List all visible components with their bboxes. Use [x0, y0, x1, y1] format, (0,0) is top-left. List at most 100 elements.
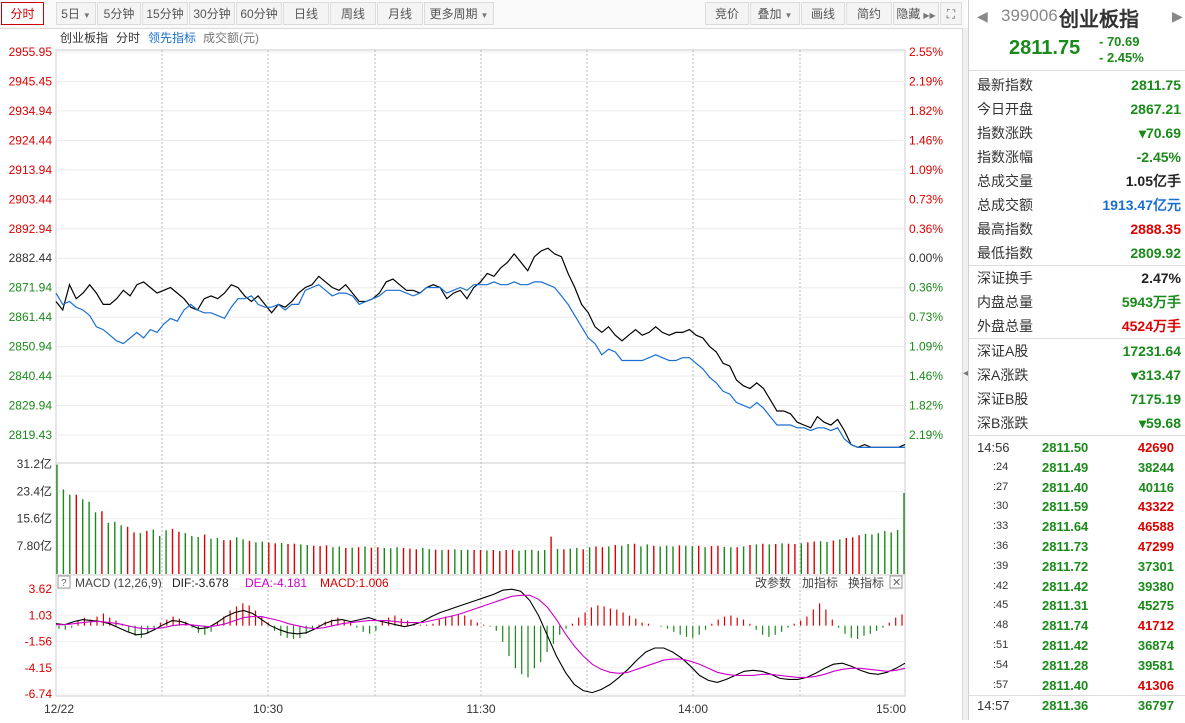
period-tab-label: 周线	[340, 7, 365, 21]
tick-time: 14:57	[977, 698, 1010, 714]
stat-value: 17231.64	[1122, 343, 1181, 359]
intraday-chart: 2955.95 2.55% 2945.45 2.19% 2934.94 1.82% 2924…	[9, 30, 944, 716]
latest-price: 2811.75	[1009, 37, 1081, 59]
tick-time: :36	[993, 539, 1009, 552]
macd-value: MACD:1.006	[320, 576, 389, 590]
volume-tick-label: 23.4亿	[17, 483, 52, 498]
period-tab-30min[interactable]: 30分钟	[189, 2, 235, 25]
prev-stock-icon[interactable]: ◀	[977, 8, 988, 24]
pct-tick-label: 0.36%	[909, 281, 943, 295]
tick-row: :39 2811.72 37301	[969, 557, 1185, 577]
stat-row: 指数涨幅 -2.45%	[969, 145, 1185, 169]
macd-title: MACD (12,26,9)	[75, 576, 162, 590]
stat-label: 最新指数	[977, 77, 1033, 93]
quote-header: ◀ 399006 创业板指 ▶ 2811.75 - 70.69 - 2.45%	[969, 0, 1185, 71]
quote-panel: ◀ 399006 创业板指 ▶ 2811.75 - 70.69 - 2.45% …	[968, 0, 1185, 720]
tick-volume: 43322	[1137, 499, 1174, 515]
period-tab-label: 5日	[61, 7, 80, 21]
macd-help-icon: ?	[61, 578, 67, 589]
price-tick-label: 2903.44	[9, 192, 53, 206]
stat-row: 外盘总量 4524万手	[969, 314, 1185, 338]
tick-price: 2811.36	[1042, 698, 1089, 714]
tick-time: :30	[993, 500, 1009, 513]
time-axis-label: 10:30	[253, 702, 283, 716]
period-tab-timeshare[interactable]: 分时	[1, 2, 44, 25]
stat-label: 深证B股	[977, 391, 1029, 407]
tick-volume: 36874	[1137, 637, 1174, 653]
price-tick-label: 2913.94	[9, 163, 53, 177]
next-stock-icon[interactable]: ▶	[1172, 8, 1183, 24]
tick-price: 2811.59	[1042, 499, 1089, 515]
price-change-pct: - 2.45%	[1099, 50, 1144, 65]
tick-volume: 38244	[1137, 459, 1174, 475]
fullscreen-icon: ⛶	[946, 7, 956, 21]
tick-price: 2811.73	[1042, 538, 1089, 554]
tick-price: 2811.40	[1042, 677, 1089, 693]
tick-time: :39	[993, 559, 1009, 572]
draw-line-button[interactable]: 画线	[801, 2, 845, 25]
tick-row: :42 2811.42 39380	[969, 577, 1185, 597]
stat-label: 总成交额	[977, 197, 1033, 213]
tick-price: 2811.72	[1042, 558, 1089, 574]
stat-value: ▾313.47	[1131, 367, 1181, 383]
stat-label: 今日开盘	[977, 101, 1033, 117]
stock-code: 399006	[1001, 6, 1058, 25]
stat-value: 1.05亿手	[1125, 173, 1181, 189]
period-tab-more[interactable]: 更多周期 ▼	[424, 2, 494, 25]
stat-row: 今日开盘 2867.21	[969, 97, 1185, 121]
pct-tick-label: 0.73%	[909, 310, 943, 324]
period-tab-monthly[interactable]: 月线	[377, 2, 423, 25]
period-tab-weekly[interactable]: 周线	[330, 2, 376, 25]
stat-label: 指数涨跌	[977, 125, 1033, 141]
period-tab-15min[interactable]: 15分钟	[142, 2, 188, 25]
period-tab-60min[interactable]: 60分钟	[236, 2, 282, 25]
tick-time: 14:56	[977, 440, 1010, 455]
tick-volume: 37301	[1137, 558, 1174, 574]
macd-tick-label: -4.15	[25, 661, 53, 675]
macd-tick-label: 1.03	[29, 608, 53, 622]
leading-indicator-line	[55, 281, 905, 448]
legend-leading: 领先指标	[148, 30, 196, 45]
tick-volume: 46588	[1137, 519, 1174, 535]
time-axis-label: 14:00	[678, 702, 708, 716]
overlay-button[interactable]: 叠加 ▼	[750, 2, 800, 25]
tick-row: :45 2811.31 45275	[969, 596, 1185, 616]
stat-row: 深证换手 2.47%	[969, 265, 1185, 290]
stat-row: 总成交额 1913.47亿元	[969, 193, 1185, 217]
pct-tick-label: 0.00%	[909, 251, 943, 265]
hide-button[interactable]: 隐藏 ▶▶	[893, 2, 939, 25]
period-tab-5day[interactable]: 5日 ▼	[56, 2, 96, 25]
stat-label: 深B涨跌	[977, 415, 1029, 431]
pct-tick-label: 1.09%	[909, 340, 943, 354]
stats-list: 最新指数 2811.75 今日开盘 2867.21 指数涨跌 ▾70.69 指数涨幅 -2.4…	[969, 71, 1185, 435]
tick-time: :24	[993, 460, 1009, 473]
macd-dea-line	[56, 594, 906, 678]
volume-tick-label: 7.80亿	[17, 538, 52, 553]
macd-tick-label: -1.56	[25, 635, 53, 649]
auction-button[interactable]: 竞价	[705, 2, 749, 25]
pct-tick-label: 1.46%	[909, 133, 943, 147]
fullscreen-button[interactable]: ⛶	[940, 2, 962, 25]
stat-row: 最新指数 2811.75	[969, 73, 1185, 97]
period-tab-daily[interactable]: 日线	[283, 2, 329, 25]
stat-label: 总成交量	[977, 173, 1033, 189]
tick-volume: 39581	[1137, 657, 1174, 673]
tick-price: 2811.74	[1042, 618, 1089, 634]
pct-tick-label: 1.46%	[909, 369, 943, 383]
stat-value: 4524万手	[1121, 318, 1181, 334]
panel-splitter[interactable]: ◂	[962, 28, 969, 720]
stat-label: 最低指数	[977, 245, 1033, 261]
tick-price: 2811.28	[1042, 657, 1089, 673]
tick-row: 14:56 2811.50 42690	[969, 438, 1185, 458]
double-chevron-right-icon: ▶▶	[923, 11, 936, 20]
chevron-down-icon: ▼	[480, 11, 489, 20]
pct-tick-label: 1.82%	[909, 104, 943, 118]
stat-row: 指数涨跌 ▾70.69	[969, 121, 1185, 145]
volume-tick-label: 31.2亿	[17, 456, 52, 471]
tick-time: :54	[993, 658, 1009, 671]
tick-price: 2811.42	[1042, 637, 1089, 653]
simple-mode-button[interactable]: 简约	[846, 2, 892, 25]
stat-label: 深A涨跌	[977, 367, 1029, 383]
period-tab-5min[interactable]: 5分钟	[97, 2, 141, 25]
tick-volume: 36797	[1137, 698, 1174, 714]
